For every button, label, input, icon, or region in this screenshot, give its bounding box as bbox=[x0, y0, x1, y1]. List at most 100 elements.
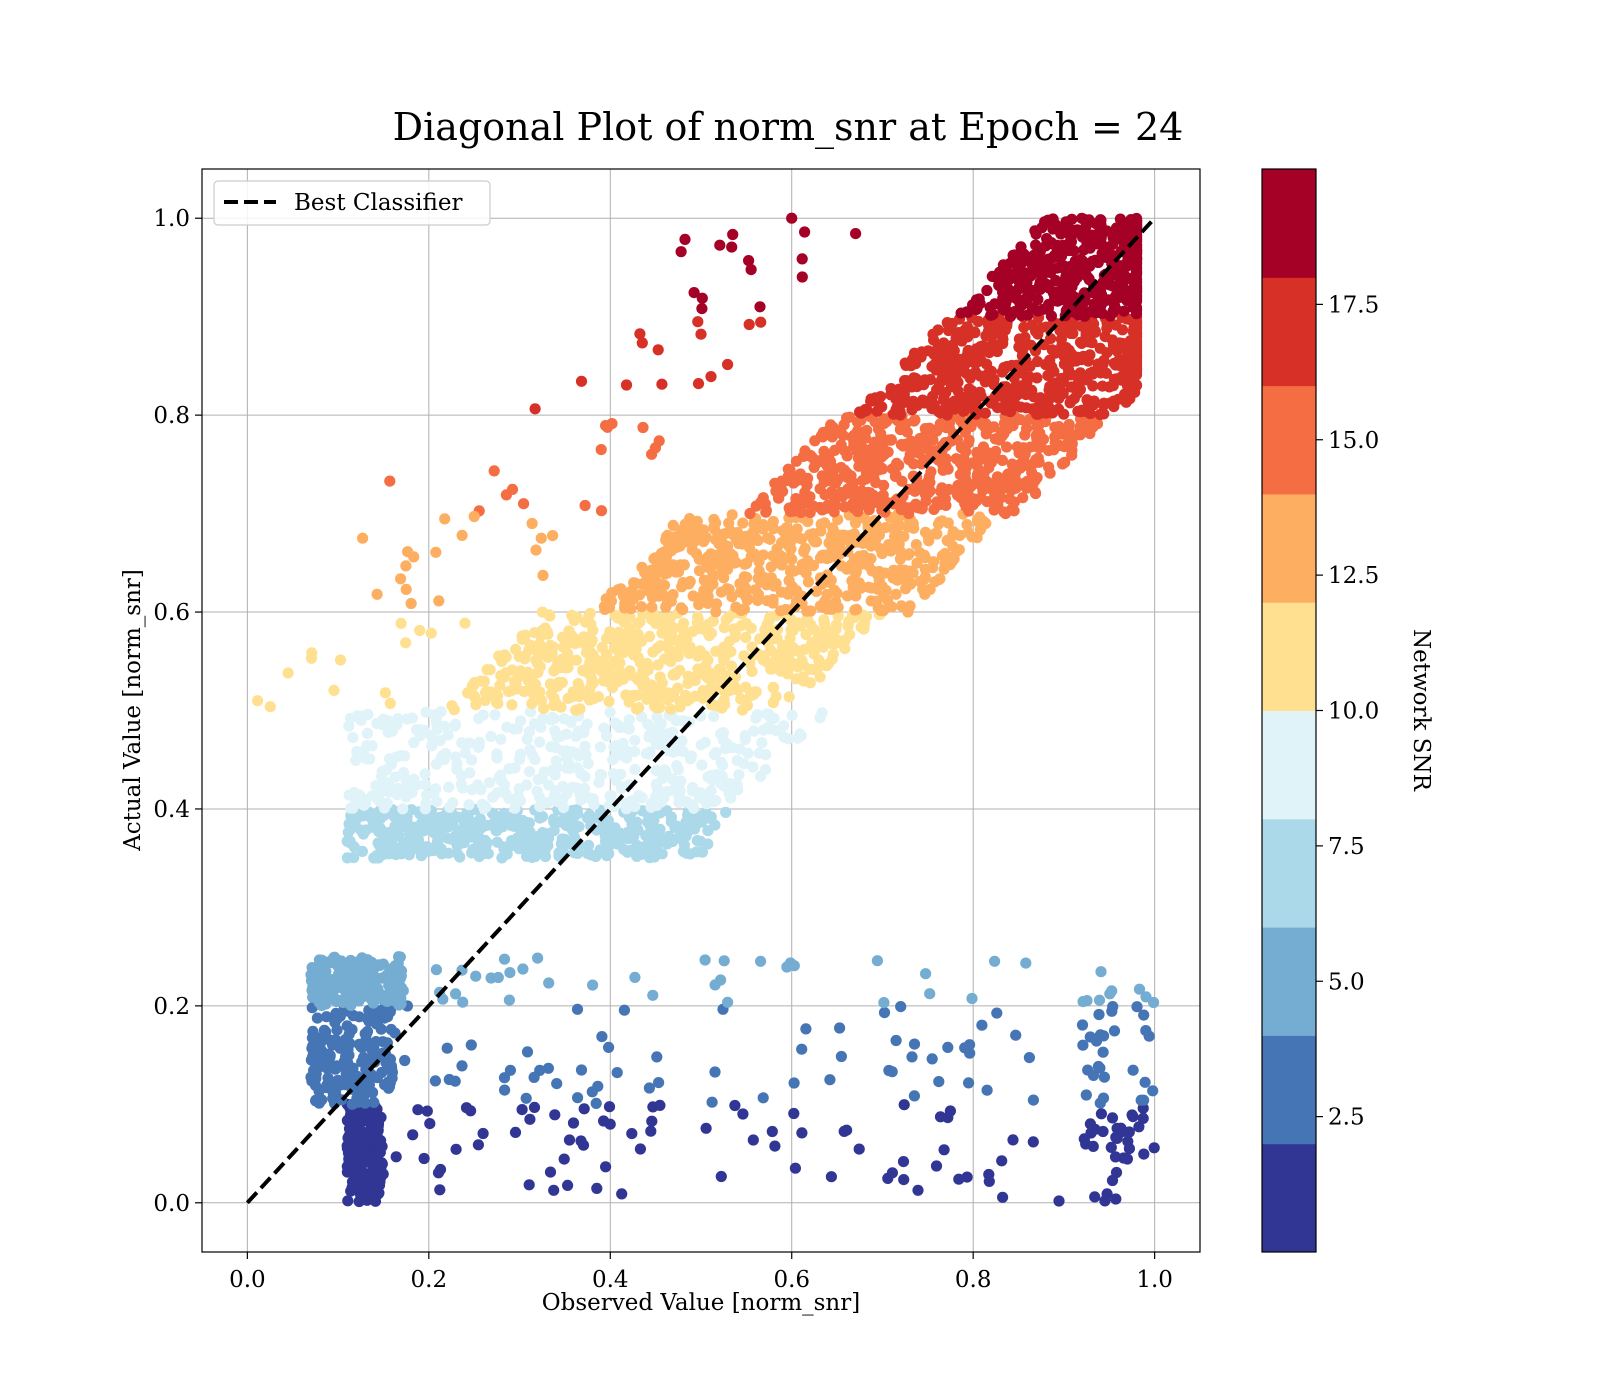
scatter-point-band-3 bbox=[647, 825, 659, 837]
x-tick-label: 1.0 bbox=[1136, 1267, 1173, 1293]
scatter-point-band-9 bbox=[1036, 222, 1048, 234]
scatter-point-band-6 bbox=[693, 565, 706, 577]
scatter-point-band-4 bbox=[551, 761, 563, 774]
scatter-point-band-4 bbox=[644, 746, 656, 758]
scatter-point-band-4 bbox=[399, 750, 411, 762]
scatter-point-band-4 bbox=[560, 728, 573, 740]
scatter-point-band-6 bbox=[947, 540, 959, 552]
scatter-point-band-9 bbox=[1088, 298, 1100, 310]
scatter-point-band-4 bbox=[587, 793, 599, 805]
scatter-point-band-4 bbox=[489, 709, 501, 721]
scatter-point-band-2 bbox=[920, 968, 932, 980]
scatter-point-band-6 bbox=[905, 578, 917, 590]
scatter-point-band-9 bbox=[1030, 239, 1042, 251]
scatter-point-band-0 bbox=[912, 1184, 924, 1196]
scatter-point-band-7 bbox=[807, 500, 819, 512]
scatter-point-band-5 bbox=[534, 661, 546, 673]
scatter-point-band-3 bbox=[431, 836, 444, 848]
scatter-point-band-5 bbox=[608, 642, 620, 654]
scatter-point-band-5 bbox=[563, 625, 575, 637]
scatter-point-band-5 bbox=[264, 701, 276, 713]
scatter-point-band-8 bbox=[953, 330, 966, 342]
scatter-point-band-3 bbox=[583, 839, 595, 851]
scatter-point-band-4 bbox=[607, 754, 619, 766]
scatter-point-band-1 bbox=[363, 1079, 375, 1091]
scatter-point-band-6 bbox=[947, 527, 960, 539]
scatter-point-outlier bbox=[535, 532, 547, 544]
scatter-point-band-5 bbox=[716, 643, 728, 656]
scatter-point-band-9 bbox=[1063, 278, 1076, 290]
scatter-point-band-1 bbox=[1094, 1097, 1106, 1109]
scatter-point-band-0 bbox=[1027, 1136, 1039, 1148]
scatter-point-band-2 bbox=[388, 971, 400, 984]
scatter-point-band-8 bbox=[1020, 389, 1032, 401]
scatter-point-band-4 bbox=[754, 770, 767, 783]
scatter-point-band-4 bbox=[415, 724, 427, 736]
scatter-point-band-7 bbox=[923, 487, 935, 499]
scatter-point-band-8 bbox=[944, 341, 956, 354]
scatter-point-band-6 bbox=[691, 515, 703, 528]
scatter-point-band-6 bbox=[741, 571, 753, 584]
colorbar-band bbox=[1262, 169, 1316, 278]
scatter-point-band-4 bbox=[757, 724, 770, 736]
scatter-point-band-4 bbox=[756, 737, 768, 749]
colorbar-band bbox=[1262, 602, 1316, 711]
scatter-point-band-0 bbox=[516, 1104, 528, 1116]
scatter-point-band-8 bbox=[875, 391, 887, 403]
scatter-point-band-3 bbox=[342, 826, 354, 838]
scatter-point-band-5 bbox=[543, 609, 555, 621]
scatter-point-band-4 bbox=[361, 740, 373, 752]
scatter-point-band-9 bbox=[1114, 213, 1126, 225]
scatter-point-band-9 bbox=[1040, 240, 1052, 252]
scatter-point-band-4 bbox=[425, 730, 437, 742]
scatter-point-band-4 bbox=[629, 763, 641, 776]
scatter-point-band-5 bbox=[667, 669, 679, 681]
scatter-point-band-4 bbox=[705, 785, 717, 797]
scatter-point-band-5 bbox=[552, 680, 564, 692]
scatter-point-band-1 bbox=[1027, 1094, 1039, 1106]
scatter-point-band-5 bbox=[469, 677, 481, 689]
scatter-point-band-4 bbox=[524, 766, 536, 778]
scatter-point-band-4 bbox=[728, 778, 740, 790]
scatter-point-band-3 bbox=[521, 850, 533, 862]
scatter-point-band-1 bbox=[1138, 1009, 1150, 1021]
scatter-point-band-9 bbox=[727, 228, 739, 241]
scatter-point-band-8 bbox=[695, 328, 707, 340]
scatter-point-band-0 bbox=[360, 1175, 372, 1188]
scatter-point-band-0 bbox=[548, 1184, 560, 1196]
scatter-point-band-8 bbox=[1030, 325, 1042, 337]
scatter-point-band-0 bbox=[434, 1184, 446, 1196]
scatter-point-band-0 bbox=[421, 1105, 433, 1117]
scatter-point-band-6 bbox=[783, 540, 795, 552]
scatter-point-band-5 bbox=[783, 691, 795, 703]
scatter-point-band-4 bbox=[650, 778, 662, 790]
scatter-point-band-5 bbox=[526, 698, 538, 710]
scatter-point-band-5 bbox=[792, 617, 804, 629]
scatter-point-band-8 bbox=[692, 316, 704, 328]
colorbar-tick-label: 10.0 bbox=[1328, 699, 1379, 725]
scatter-point-band-4 bbox=[660, 766, 672, 778]
scatter-point-band-5 bbox=[704, 682, 717, 695]
scatter-point-band-8 bbox=[927, 390, 939, 402]
scatter-point-band-4 bbox=[710, 795, 722, 807]
scatter-point-band-9 bbox=[696, 303, 708, 315]
scatter-point-band-4 bbox=[661, 786, 673, 798]
scatter-point-band-4 bbox=[443, 781, 455, 793]
scatter-point-band-6 bbox=[752, 594, 764, 607]
scatter-point-band-6 bbox=[784, 552, 796, 564]
colorbar-band bbox=[1262, 277, 1316, 387]
scatter-point-band-0 bbox=[544, 1166, 557, 1178]
scatter-point-band-9 bbox=[1036, 274, 1048, 286]
colorbar-tick-label: 15.0 bbox=[1328, 428, 1379, 454]
scatter-point-band-6 bbox=[761, 532, 774, 544]
scatter-point-band-1 bbox=[351, 1092, 363, 1104]
scatter-point-band-5 bbox=[654, 671, 666, 683]
scatter-point-band-8 bbox=[948, 359, 961, 372]
scatter-point-band-0 bbox=[472, 1139, 484, 1151]
scatter-point-band-7 bbox=[788, 505, 800, 517]
scatter-point-band-9 bbox=[1114, 274, 1126, 286]
scatter-point-band-3 bbox=[452, 830, 465, 842]
colorbar-tick-label: 17.5 bbox=[1328, 292, 1379, 318]
scatter-point-band-4 bbox=[447, 797, 459, 809]
scatter-point-band-8 bbox=[1050, 347, 1062, 359]
